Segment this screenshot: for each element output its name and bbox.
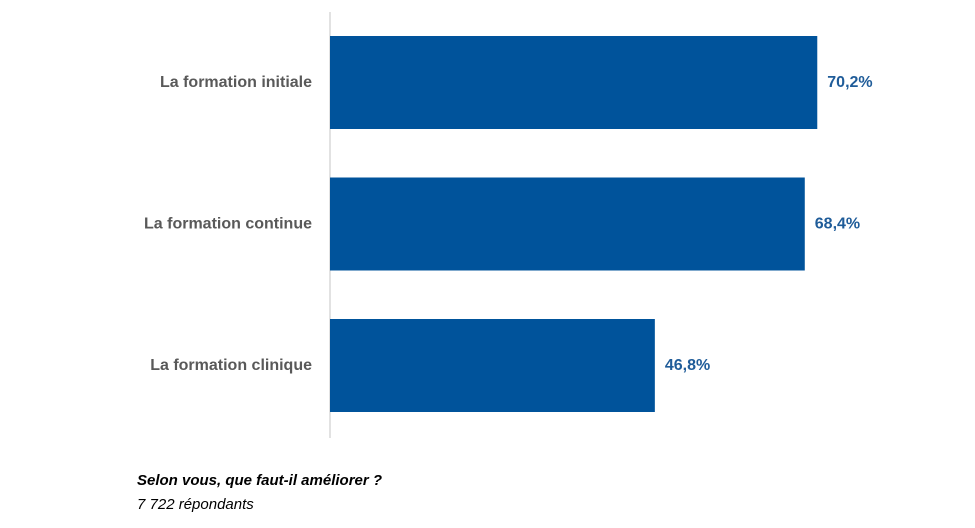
bar-chart: La formation initiale 70,2% La formation c… bbox=[144, 12, 873, 438]
value-label-la-formation-continue: 68,4% bbox=[815, 216, 860, 233]
category-label-la-formation-continue: La formation continue bbox=[144, 216, 312, 233]
category-label-la-formation-clinique: La formation clinique bbox=[150, 357, 312, 374]
category-label-la-formation-initiale: La formation initiale bbox=[160, 74, 312, 91]
bar-la-formation-continue bbox=[330, 177, 805, 271]
bars-group: La formation initiale 70,2% La formation c… bbox=[144, 36, 873, 412]
value-label-la-formation-clinique: 46,8% bbox=[665, 357, 710, 374]
bar-la-formation-clinique bbox=[330, 319, 655, 412]
bar-la-formation-initiale bbox=[330, 36, 818, 129]
respondent-count: 7 722 répondants bbox=[137, 496, 254, 513]
value-label-la-formation-initiale: 70,2% bbox=[827, 74, 872, 91]
survey-question: Selon vous, que faut-il améliorer ? bbox=[137, 472, 383, 489]
